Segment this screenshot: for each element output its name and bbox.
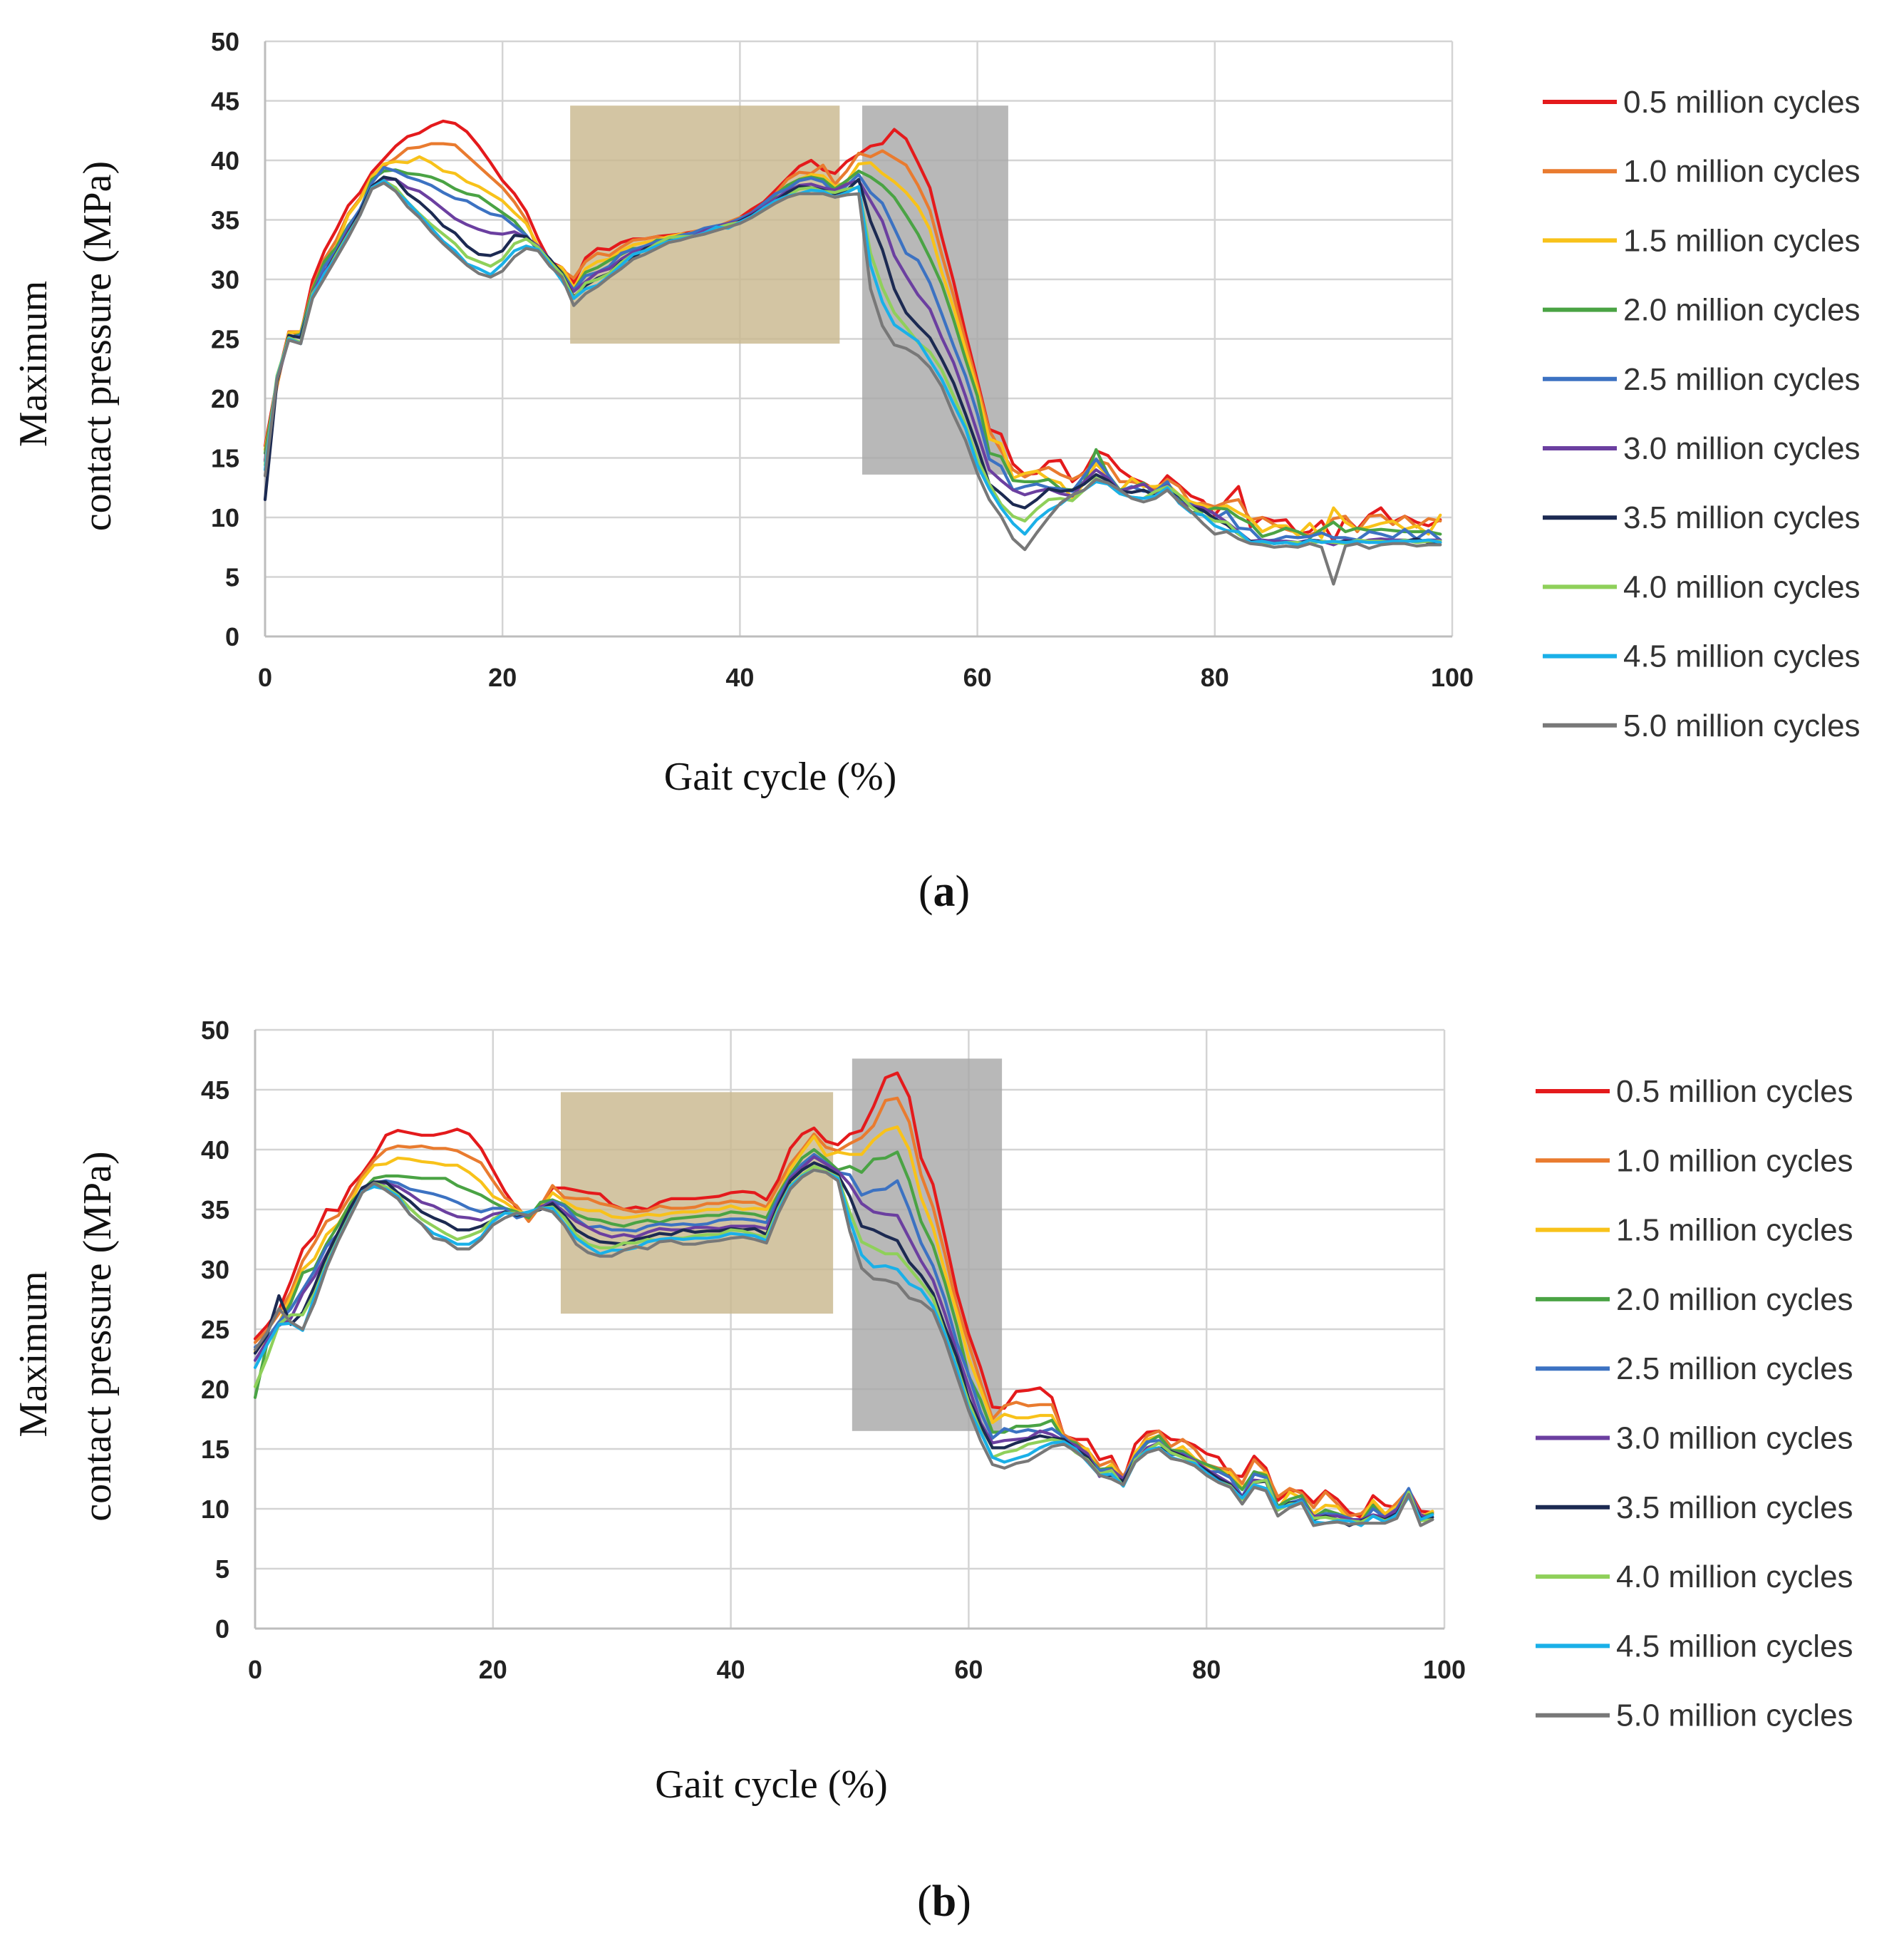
x-tick-label: 40 — [717, 1655, 745, 1684]
x-tick-label: 20 — [479, 1655, 507, 1684]
x-tick-label: 20 — [488, 663, 517, 692]
y-tick-label: 5 — [215, 1554, 229, 1584]
x-axis-title: Gait cycle (%) — [664, 755, 896, 799]
y-tick-label: 20 — [211, 384, 239, 413]
y-axis-title-line-2: contact pressure (MPa) — [76, 161, 120, 531]
series-line — [263, 168, 1442, 540]
y-axis-title-line-1: Maximum — [11, 1271, 56, 1437]
series-line — [263, 181, 1442, 586]
y-tick-label: 50 — [211, 27, 239, 56]
y-tick-label: 25 — [201, 1315, 229, 1344]
legend-label: 3.0 million cycles — [1623, 431, 1861, 466]
highlight-region-tan — [560, 1092, 834, 1314]
panel-label-a: (a) — [919, 867, 970, 916]
series-line — [263, 119, 1442, 543]
y-tick-label: 0 — [225, 622, 239, 651]
y-tick-label: 5 — [225, 563, 239, 592]
legend-label: 1.0 million cycles — [1616, 1143, 1853, 1178]
legend-label: 5.0 million cycles — [1616, 1698, 1853, 1733]
series-line — [263, 142, 1442, 537]
y-tick-label: 45 — [201, 1075, 229, 1105]
legend-label: 4.0 million cycles — [1616, 1559, 1853, 1594]
series-line — [263, 155, 1442, 540]
legend-label: 2.5 million cycles — [1623, 362, 1861, 397]
y-tick-label: 10 — [201, 1495, 229, 1524]
legend-label: 2.0 million cycles — [1623, 293, 1861, 328]
y-tick-label: 50 — [201, 1016, 229, 1045]
y-tick-label: 10 — [211, 503, 239, 532]
series-line — [253, 1168, 1434, 1527]
legend-label: 2.5 million cycles — [1616, 1351, 1853, 1386]
y-tick-label: 35 — [201, 1195, 229, 1224]
y-tick-label: 30 — [201, 1255, 229, 1284]
legend-label: 3.5 million cycles — [1623, 500, 1861, 535]
chart-b: 0 5 10 15 20 25 30 35 40 45 50 0 20 40 60 80 100 Gait cyc… — [11, 1016, 1853, 1807]
x-tick-label: 100 — [1431, 663, 1474, 692]
x-tick-label: 80 — [1201, 663, 1229, 692]
series-line — [253, 1125, 1434, 1522]
series-line — [253, 1147, 1434, 1524]
series-line — [263, 179, 1442, 545]
y-tick-label: 0 — [215, 1614, 229, 1644]
series-line — [253, 1165, 1434, 1524]
legend-label: 5.0 million cycles — [1623, 708, 1861, 743]
legend-label: 3.0 million cycles — [1616, 1421, 1853, 1456]
y-axis-title-line-2: contact pressure (MPa) — [76, 1151, 120, 1521]
legend-label: 1.5 million cycles — [1623, 223, 1861, 258]
y-tick-label: 40 — [211, 146, 239, 175]
x-axis-title: Gait cycle (%) — [655, 1763, 887, 1807]
series-line — [253, 1096, 1434, 1518]
series-line — [253, 1168, 1434, 1527]
x-tick-label: 80 — [1192, 1655, 1221, 1684]
legend-label: 3.5 million cycles — [1616, 1490, 1853, 1525]
y-tick-label: 15 — [201, 1435, 229, 1464]
legend-label: 2.0 million cycles — [1616, 1282, 1853, 1317]
panel-label-b: (b) — [917, 1877, 971, 1926]
legend-label: 1.5 million cycles — [1616, 1213, 1853, 1248]
series-line — [263, 179, 1442, 547]
legend-label: 0.5 million cycles — [1623, 85, 1861, 120]
y-tick-label: 20 — [201, 1375, 229, 1404]
x-tick-label: 100 — [1423, 1655, 1466, 1684]
legend-label: 4.5 million cycles — [1616, 1629, 1853, 1663]
highlight-region-tan — [570, 105, 840, 344]
x-tick-label: 60 — [963, 663, 992, 692]
y-tick-label: 45 — [211, 87, 239, 116]
y-tick-label: 25 — [211, 325, 239, 354]
x-tick-label: 0 — [248, 1655, 262, 1684]
chart-a: 0 5 10 15 20 25 30 35 40 45 50 0 20 40 60 80 100 Gait cyc… — [11, 27, 1861, 799]
x-tick-label: 40 — [725, 663, 754, 692]
y-tick-label: 30 — [211, 265, 239, 294]
y-axis-title-line-1: Maximum — [11, 281, 56, 447]
panel-letter-a: a — [933, 867, 956, 916]
panel-letter-b: b — [932, 1877, 956, 1926]
x-tick-label: 60 — [954, 1655, 983, 1684]
x-tick-label: 0 — [258, 663, 272, 692]
y-tick-label: 35 — [211, 206, 239, 235]
legend-label: 4.5 million cycles — [1623, 639, 1861, 674]
y-tick-label: 40 — [201, 1135, 229, 1165]
legend-label: 1.0 million cycles — [1623, 154, 1861, 189]
legend-label: 0.5 million cycles — [1616, 1074, 1853, 1109]
series-line — [263, 165, 1442, 543]
y-tick-label: 15 — [211, 444, 239, 473]
legend-label: 4.0 million cycles — [1623, 569, 1861, 604]
series-line — [253, 1152, 1434, 1526]
series-line — [253, 1071, 1434, 1519]
